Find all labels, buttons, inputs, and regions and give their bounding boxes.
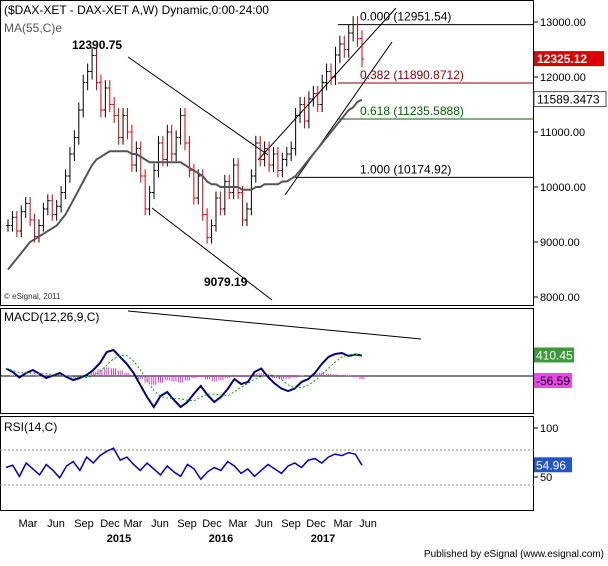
channel-line xyxy=(151,207,273,301)
ma-legend: MA(55,C)e xyxy=(4,21,62,35)
macd-hist-value-label: -56.59 xyxy=(536,374,570,388)
month-label: Dec xyxy=(100,518,120,530)
month-label: Jun xyxy=(359,518,377,530)
macd-panel[interactable] xyxy=(0,308,534,414)
month-label: Dec xyxy=(202,518,222,530)
macd-signal-line xyxy=(5,353,363,402)
ma-line xyxy=(7,98,363,271)
month-label: Jun xyxy=(255,518,273,530)
month-label: Mar xyxy=(334,518,353,530)
rsi-tick-label: 50 xyxy=(540,472,552,484)
rsi-panel[interactable] xyxy=(0,416,534,511)
macd-divergence-line xyxy=(127,310,422,340)
rsi-tick-label: 100 xyxy=(540,423,558,435)
fib-label: 0.618 (11235.5888) xyxy=(360,104,464,118)
price-tick-label: 11000.00 xyxy=(540,127,585,139)
macd-legend: MACD(12,26,9,C) xyxy=(4,310,99,324)
price-bars xyxy=(6,16,364,244)
ma-value-label: 11589.3473 xyxy=(537,93,600,107)
rsi-axis: 100 50 xyxy=(0,423,558,486)
fib-label: 0.000 (12951.54) xyxy=(360,10,451,24)
macd-value-box xyxy=(534,347,574,363)
month-label: Dec xyxy=(306,518,326,530)
month-label: Sep xyxy=(177,518,197,530)
month-label: Mar xyxy=(124,518,143,530)
year-label: 2016 xyxy=(209,533,233,545)
trough-label: 9079.19 xyxy=(204,275,248,289)
time-axis: Mar Jun Sep Dec Mar Jun Sep Dec Mar Jun Sep Dec Mar J… xyxy=(19,518,377,545)
price-tick-label: 10000.00 xyxy=(540,182,586,194)
chart-title: ($DAX-XET - DAX-XET A,W) Dynamic,0:00-24… xyxy=(4,3,269,17)
price-tick-label: 9000.00 xyxy=(540,237,580,249)
month-label: Jun xyxy=(151,518,169,530)
fib-label: 0.382 (11890.8712) xyxy=(360,68,464,82)
rsi-line xyxy=(5,447,363,481)
rsi-value-label: 54.96 xyxy=(536,458,566,472)
rsi-value-box xyxy=(534,457,572,473)
channel-line xyxy=(284,41,393,196)
macd-line xyxy=(5,348,363,409)
channel-line xyxy=(127,56,269,156)
price-panel[interactable] xyxy=(0,0,534,306)
current-price-box xyxy=(534,51,604,67)
ma-value-box xyxy=(533,91,607,108)
month-label: Sep xyxy=(281,518,301,530)
publisher-footer: Published by eSignal (www.esignal.com) xyxy=(424,549,604,560)
month-label: Mar xyxy=(19,518,38,530)
copyright-label: © eSignal, 2011 xyxy=(4,292,61,301)
current-price-label: 12325.12 xyxy=(537,52,587,66)
month-label: Mar xyxy=(229,518,248,530)
fib-label: 1.000 (10174.92) xyxy=(360,162,451,176)
peak-label: 12390.75 xyxy=(72,38,122,52)
year-label: 2017 xyxy=(311,533,335,545)
month-label: Jun xyxy=(47,518,65,530)
price-axis-ticks: 13000.00 12000.00 11000.00 10000.00 9000.00 8… xyxy=(534,17,586,304)
price-tick-label: 8000.00 xyxy=(540,292,580,304)
price-axis-panel xyxy=(534,0,608,511)
month-label: Sep xyxy=(74,518,94,530)
fibonacci-levels: 0.000 (12951.54) 0.382 (11890.8712) 0.618 … xyxy=(295,10,534,178)
rsi-legend: RSI(14,C) xyxy=(4,420,57,434)
macd-hist-value-box xyxy=(534,373,572,388)
year-label: 2015 xyxy=(107,533,131,545)
macd-value-label: 410.45 xyxy=(536,348,573,362)
price-tick-label: 13000.00 xyxy=(540,17,586,29)
price-tick-label: 12000.00 xyxy=(540,72,586,84)
